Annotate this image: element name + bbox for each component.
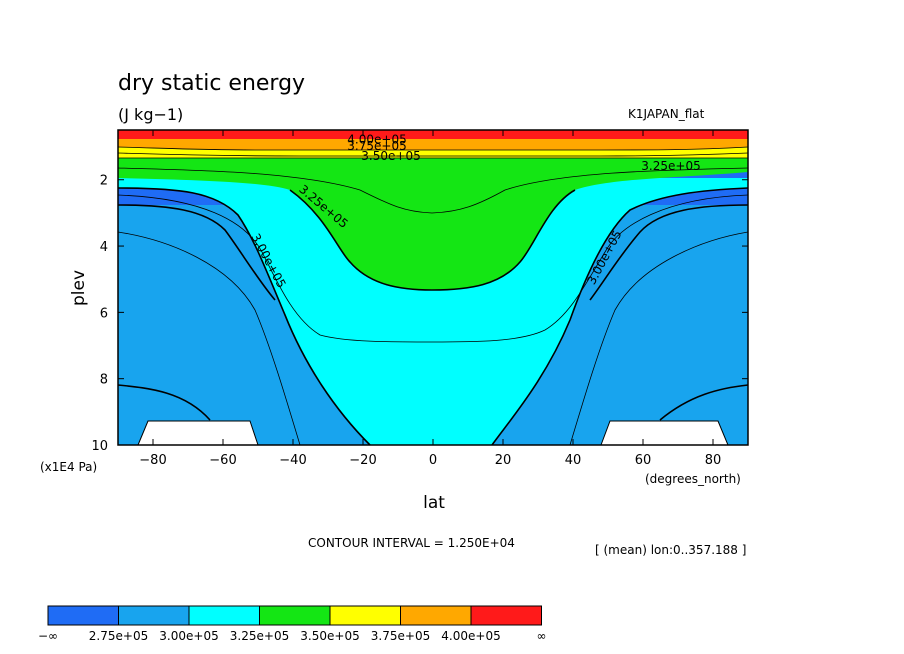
contour-interval-text: CONTOUR INTERVAL = 1.250E+04 [308, 536, 515, 550]
colorbar-swatch [188, 605, 260, 626]
contour-line-350 [289, 189, 576, 291]
x-tick-label: −40 [279, 453, 306, 468]
colorbar-label: 2.75e+05 [89, 629, 148, 643]
contour-line [117, 167, 749, 214]
y-units-label: (x1E4 Pa) [40, 460, 97, 474]
colorbar-label: ∞ [537, 629, 547, 643]
colorbar-label: 4.00e+05 [441, 629, 500, 643]
y-tick-label: 4 [100, 240, 108, 255]
y-axis-label: plev [69, 270, 89, 306]
colorbar-label: 3.75e+05 [371, 629, 430, 643]
y-tick-label: 2 [100, 174, 108, 189]
contour-label: 3.25e+05 [641, 159, 700, 173]
x-axis-label: lat [423, 493, 445, 513]
band-300-325 [118, 178, 748, 445]
contour-line [117, 194, 749, 343]
colorbar-swatch [118, 605, 190, 626]
topography-left [137, 420, 259, 446]
units-label: (J kg−1) [118, 105, 183, 124]
contour-line-300-right [589, 204, 749, 301]
colorbar-swatch [400, 605, 472, 626]
contour-label: 4.00e+05 [347, 132, 406, 146]
contour-line [117, 152, 749, 157]
band-350-375 [118, 147, 748, 158]
band-325-350 [118, 158, 748, 290]
plot-area: 4.00e+053.75e+053.50e+053.25e+053.25e+05… [117, 129, 749, 446]
colorbar-label: 3.25e+05 [230, 629, 289, 643]
colorbar-label: −∞ [38, 629, 58, 643]
colorbar-swatch [259, 605, 331, 626]
colorbar-label: 3.50e+05 [300, 629, 359, 643]
x-tick-label: 80 [705, 453, 722, 468]
contour-line [569, 231, 749, 446]
contour-line-300-left [117, 204, 276, 301]
colorbar-swatch [47, 605, 119, 626]
x-tick-label: 40 [565, 453, 582, 468]
contour-line [117, 146, 749, 151]
x-units-label: (degrees_north) [645, 472, 741, 486]
y-axis: 2 4 6 8 10 [91, 174, 748, 454]
mean-note: [ (mean) lon:0..357.188 ] [595, 543, 746, 557]
dataset-label: K1JAPAN_flat [628, 107, 705, 121]
x-tick-label: 60 [635, 453, 652, 468]
x-tick-label: −60 [209, 453, 236, 468]
contour-line-275-left [117, 384, 211, 421]
x-axis: −80 −60 −40 −20 0 20 40 60 80 [139, 130, 721, 468]
colorbar: −∞ 2.75e+05 3.00e+05 3.25e+05 3.50e+05 3.75e+… [38, 605, 547, 643]
y-tick-label: 8 [100, 373, 108, 388]
contour-line-325-left [117, 187, 371, 446]
x-tick-label: 0 [429, 453, 437, 468]
y-tick-label: 10 [91, 439, 108, 454]
x-tick-label: −80 [139, 453, 166, 468]
y-tick-label: 6 [100, 306, 108, 321]
contour-lines [117, 146, 749, 446]
topography-right [600, 420, 729, 446]
colorbar-swatch [470, 605, 542, 626]
contour-line-325-right [491, 187, 749, 446]
band-375-400 [118, 138, 748, 150]
colorbar-label: 3.00e+05 [159, 629, 218, 643]
contour-lines-bold [117, 187, 749, 446]
colorbar-swatch [329, 605, 401, 626]
contour-label: 3.75e+05 [347, 139, 406, 153]
x-tick-label: 20 [495, 453, 512, 468]
contour-line-275-right [659, 384, 749, 421]
x-tick-label: −20 [349, 453, 376, 468]
contour-line [117, 231, 301, 446]
contour-label: 3.50e+05 [361, 149, 420, 163]
chart-title: dry static energy [118, 71, 305, 96]
